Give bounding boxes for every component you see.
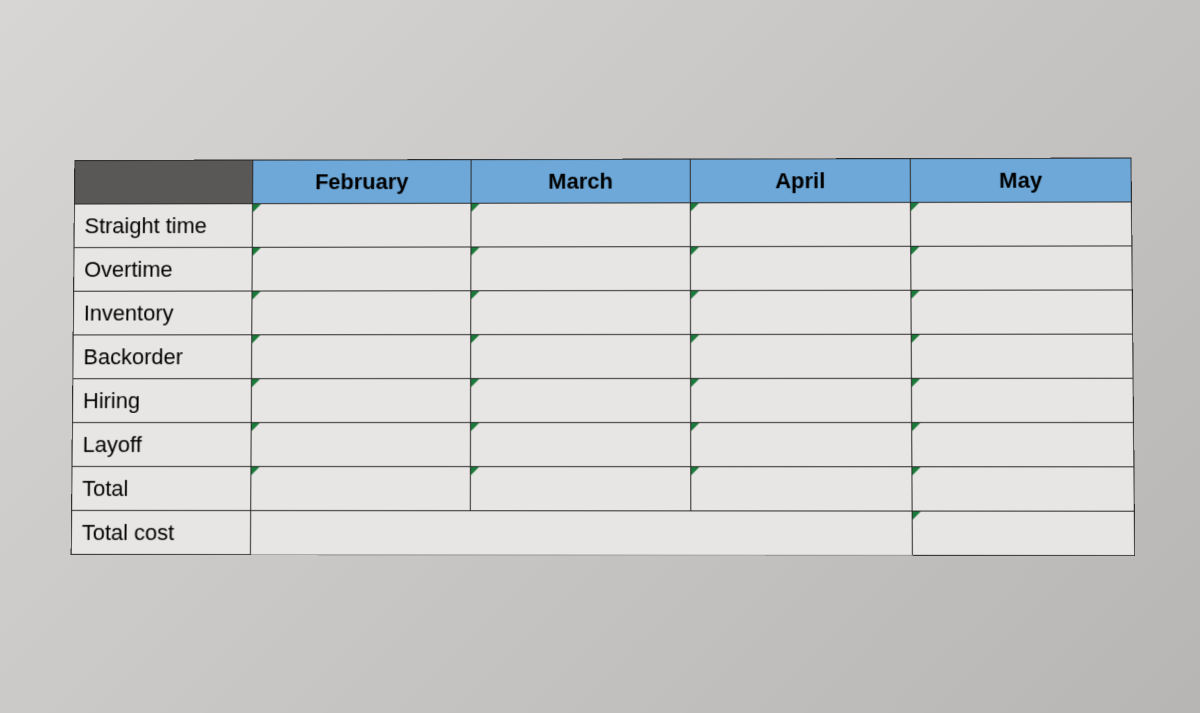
cell-straight-time-feb[interactable] — [252, 203, 471, 247]
table-row: Overtime — [73, 246, 1132, 291]
cell-total-mar[interactable] — [470, 467, 690, 511]
cell-overtime-apr[interactable] — [690, 246, 911, 290]
cost-table: February March April May Straight time O… — [70, 158, 1135, 557]
cell-inventory-mar[interactable] — [470, 291, 690, 335]
col-header-april: April — [690, 159, 910, 203]
cell-layoff-may[interactable] — [911, 423, 1133, 467]
corner-cell — [74, 160, 252, 204]
cell-layoff-mar[interactable] — [470, 423, 690, 467]
cell-straight-time-apr[interactable] — [690, 202, 910, 246]
cell-total-feb[interactable] — [250, 467, 470, 511]
table-row: Backorder — [72, 334, 1132, 379]
cell-total-cost-feb — [250, 511, 470, 555]
cell-hiring-feb[interactable] — [251, 379, 470, 423]
cell-backorder-may[interactable] — [911, 334, 1133, 378]
row-label-inventory: Inventory — [73, 291, 252, 335]
cell-overtime-feb[interactable] — [252, 247, 471, 291]
cell-overtime-mar[interactable] — [470, 247, 690, 291]
cell-inventory-may[interactable] — [910, 290, 1132, 334]
cell-total-cost-mar — [470, 511, 691, 555]
cell-hiring-mar[interactable] — [470, 378, 690, 422]
col-header-february: February — [252, 160, 471, 204]
cell-hiring-may[interactable] — [911, 378, 1133, 422]
row-label-backorder: Backorder — [72, 335, 251, 379]
cell-total-cost-may[interactable] — [912, 511, 1135, 556]
header-row: February March April May — [74, 158, 1131, 204]
cell-backorder-apr[interactable] — [690, 334, 911, 378]
table-row: Layoff — [72, 423, 1134, 467]
row-label-total: Total — [71, 466, 250, 510]
row-label-layoff: Layoff — [72, 423, 251, 467]
table-row: Inventory — [73, 290, 1132, 335]
table-row: Straight time — [74, 202, 1132, 248]
cell-total-may[interactable] — [911, 467, 1133, 511]
cell-total-apr[interactable] — [690, 467, 911, 511]
cell-total-cost-apr — [690, 511, 912, 556]
cost-table-container: February March April May Straight time O… — [70, 158, 1135, 557]
row-label-total-cost: Total cost — [71, 510, 250, 554]
table-row: Total — [71, 466, 1134, 511]
table-row-total-cost: Total cost — [71, 510, 1135, 555]
cell-straight-time-may[interactable] — [910, 202, 1131, 246]
cell-inventory-apr[interactable] — [690, 290, 911, 334]
cell-layoff-feb[interactable] — [250, 423, 470, 467]
cell-backorder-feb[interactable] — [251, 335, 470, 379]
col-header-may: May — [910, 158, 1131, 202]
cell-overtime-may[interactable] — [910, 246, 1132, 290]
cell-inventory-feb[interactable] — [251, 291, 470, 335]
col-header-march: March — [471, 159, 690, 203]
row-label-hiring: Hiring — [72, 379, 251, 423]
cell-backorder-mar[interactable] — [470, 334, 690, 378]
cell-hiring-apr[interactable] — [690, 378, 911, 422]
row-label-overtime: Overtime — [73, 247, 252, 291]
cell-layoff-apr[interactable] — [690, 423, 911, 467]
table-row: Hiring — [72, 378, 1133, 422]
row-label-straight-time: Straight time — [74, 204, 253, 248]
cell-straight-time-mar[interactable] — [470, 203, 689, 247]
